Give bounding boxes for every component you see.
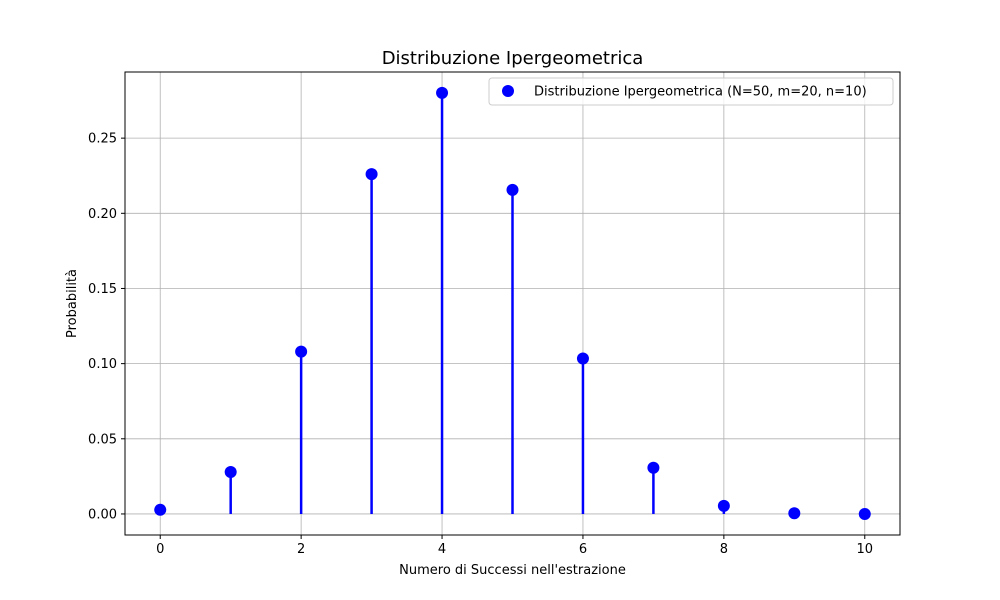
legend-marker bbox=[502, 85, 514, 97]
y-axis-title: Probabilità bbox=[65, 269, 80, 338]
x-tick-label: 2 bbox=[297, 542, 305, 557]
data-point bbox=[436, 86, 449, 99]
x-tick-label: 4 bbox=[438, 542, 446, 557]
x-tick-label: 0 bbox=[156, 542, 164, 557]
legend: Distribuzione Ipergeometrica (N=50, m=20… bbox=[488, 77, 894, 106]
x-tick-label: 8 bbox=[720, 542, 728, 557]
data-point bbox=[154, 503, 167, 516]
y-tick-label: 0.20 bbox=[88, 207, 117, 222]
ticks: 0 2 4 6 8 10 0.00 0.05 0.10 0.15 0.20 0.25 bbox=[88, 132, 873, 557]
data-point bbox=[365, 168, 378, 181]
y-tick-label: 0.15 bbox=[88, 282, 117, 297]
legend-box bbox=[488, 77, 894, 106]
x-axis-title: Numero di Successi nell'estrazione bbox=[399, 563, 626, 578]
data-point bbox=[224, 466, 237, 479]
plot-frame bbox=[124, 71, 901, 536]
data-point bbox=[647, 461, 660, 474]
y-tick-label: 0.10 bbox=[88, 357, 117, 372]
data-point bbox=[295, 345, 308, 358]
data-point bbox=[788, 507, 801, 520]
y-tick-label: 0.05 bbox=[88, 432, 117, 447]
x-tick-label: 10 bbox=[856, 542, 873, 557]
x-tick-label: 6 bbox=[579, 542, 587, 557]
data-point bbox=[506, 183, 519, 196]
y-tick-label: 0.00 bbox=[88, 507, 117, 522]
data-point bbox=[858, 507, 871, 520]
chart-title: Distribuzione Ipergeometrica bbox=[382, 48, 644, 69]
y-tick-label: 0.25 bbox=[88, 132, 117, 147]
markers bbox=[154, 86, 871, 520]
legend-label: Distribuzione Ipergeometrica (N=50, m=20… bbox=[534, 85, 867, 100]
data-point bbox=[717, 499, 730, 512]
data-point bbox=[576, 352, 589, 365]
stems bbox=[158, 92, 796, 514]
